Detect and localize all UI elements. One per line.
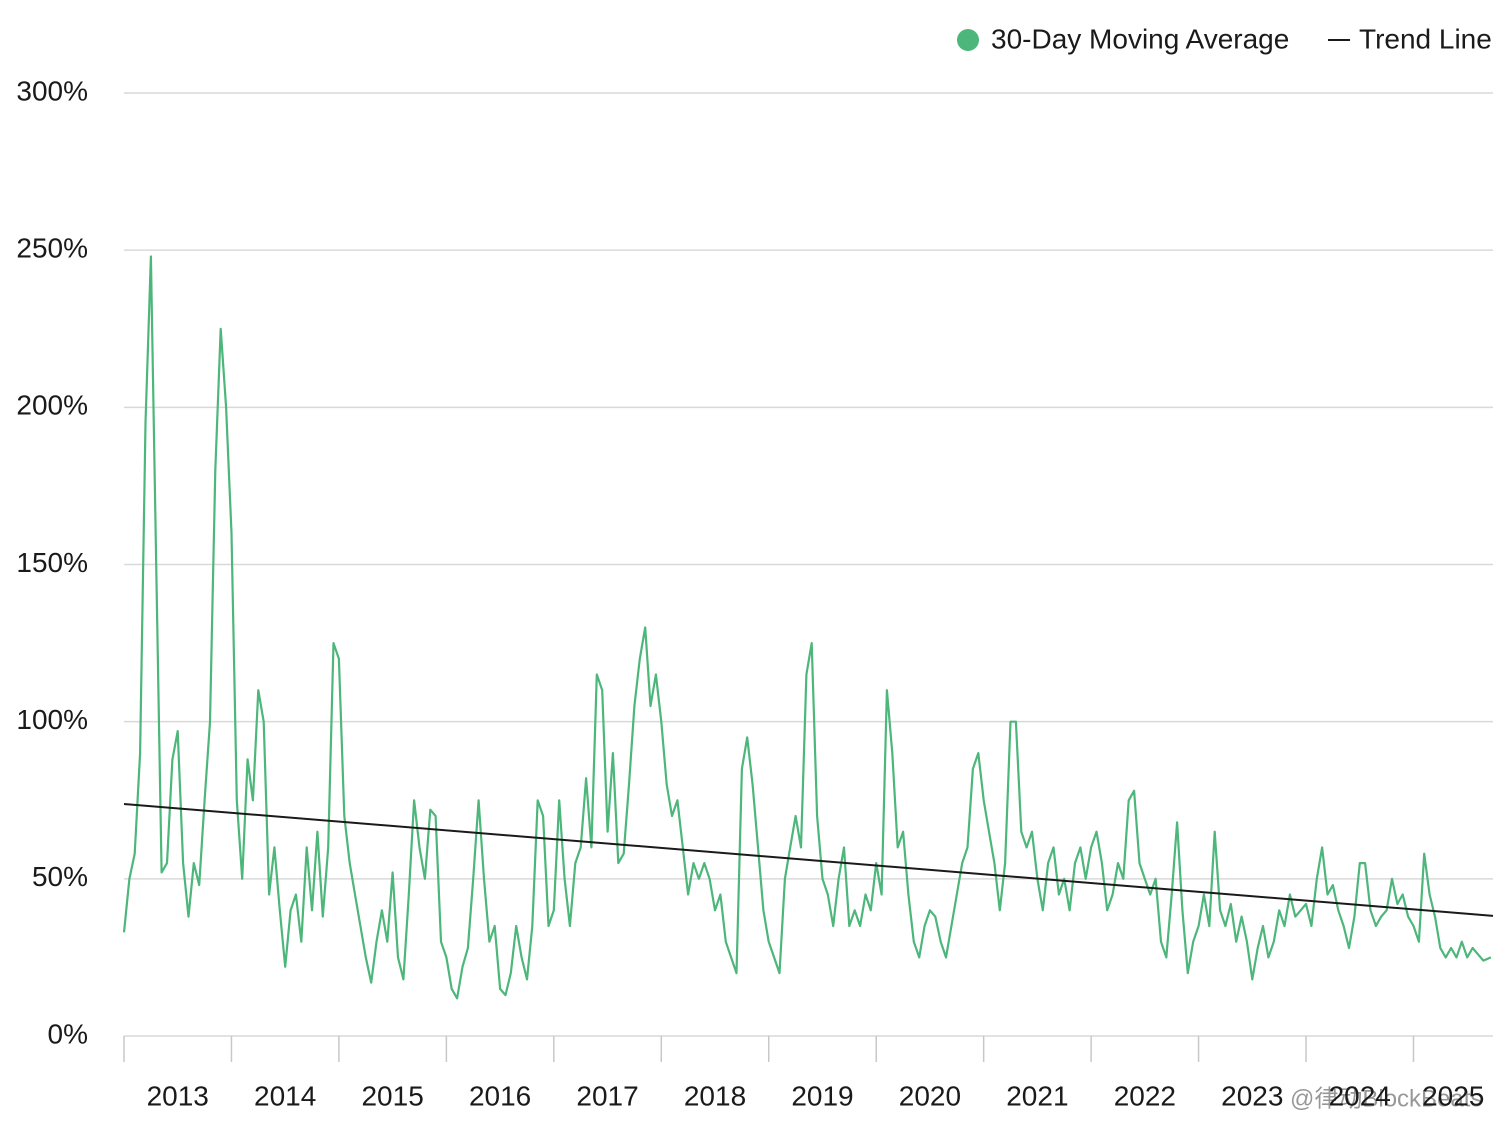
legend-swatch	[957, 29, 979, 51]
legend-label: Trend Line	[1359, 23, 1492, 54]
data-line	[122, 255, 1492, 1000]
legend: 30-Day Moving Average Trend Line	[957, 23, 1492, 54]
y-tick-label: 200%	[16, 390, 88, 421]
x-tick-label: 2015	[361, 1080, 423, 1111]
trend-line	[123, 803, 1494, 917]
x-tick-label: 2016	[469, 1080, 531, 1111]
x-tick-label: 2021	[1006, 1080, 1068, 1111]
x-tick-label: 2013	[147, 1080, 209, 1111]
legend-label: 30-Day Moving Average	[991, 23, 1289, 54]
y-tick-label: 300%	[16, 75, 88, 106]
y-tick-label: 100%	[16, 704, 88, 735]
x-tick-label: 2024	[1329, 1080, 1391, 1111]
x-tick-label: 2014	[254, 1080, 316, 1111]
x-tick-label: 2023	[1221, 1080, 1283, 1111]
x-tick-label: 2022	[1114, 1080, 1176, 1111]
x-tick-label: 2019	[791, 1080, 853, 1111]
y-tick-label: 250%	[16, 233, 88, 264]
y-tick-label: 150%	[16, 547, 88, 578]
x-tick-label: 2020	[899, 1080, 961, 1111]
watermark: @律动BlockBeats	[1290, 1085, 1482, 1112]
x-tick-label: 2018	[684, 1080, 746, 1111]
y-tick-label: 50%	[32, 861, 88, 892]
x-tick-label: 2025	[1422, 1080, 1484, 1111]
x-tick-label: 2017	[576, 1080, 638, 1111]
y-tick-label: 0%	[48, 1018, 88, 1049]
